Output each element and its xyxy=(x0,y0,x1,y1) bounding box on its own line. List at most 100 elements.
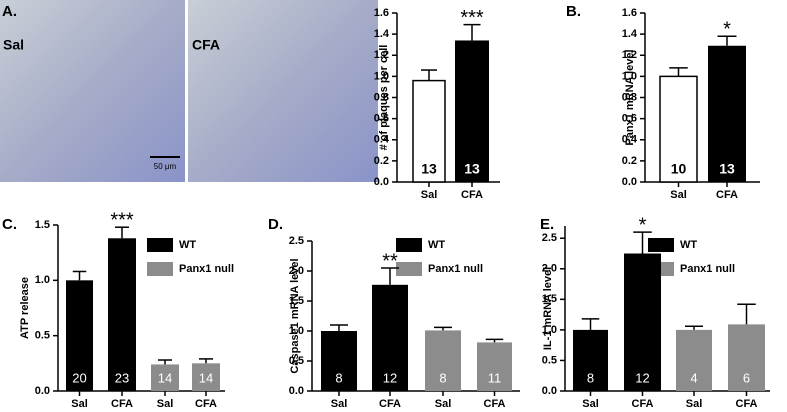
y-tick-label: 0.2 xyxy=(622,155,637,167)
n-label: 12 xyxy=(635,370,649,385)
bar xyxy=(676,329,712,391)
significance: *** xyxy=(460,7,484,29)
y-tick-label: 1.5 xyxy=(35,219,50,231)
n-label: 13 xyxy=(464,161,480,177)
y-axis-label: Caspase1 mRNA level xyxy=(289,258,301,373)
bar xyxy=(412,79,446,183)
bar xyxy=(192,363,220,391)
n-label: 23 xyxy=(115,370,129,385)
n-label: 10 xyxy=(671,161,687,177)
x-tick-label: Sal xyxy=(582,398,599,410)
x-tick-label: Sal xyxy=(686,398,703,410)
x-tick-label: CFA xyxy=(195,398,217,410)
x-tick-label: Sal xyxy=(157,398,174,410)
bar xyxy=(477,342,512,391)
y-tick-label: 2.0 xyxy=(289,265,304,277)
legend-label: WT xyxy=(179,239,196,251)
bar xyxy=(708,45,746,183)
y-tick-label: 1.4 xyxy=(374,28,390,40)
y-tick-label: 1.2 xyxy=(622,49,637,61)
legend-label: Panx1 null xyxy=(680,263,735,275)
n-label: 8 xyxy=(335,370,342,385)
x-tick-label: CFA xyxy=(716,189,738,201)
y-tick-label: 0.4 xyxy=(374,134,390,146)
bar xyxy=(425,330,461,391)
legend-swatch xyxy=(648,238,674,252)
significance: * xyxy=(723,19,731,41)
micrograph xyxy=(188,0,378,182)
y-tick-label: 2.5 xyxy=(542,232,557,244)
y-tick-label: 0.0 xyxy=(622,176,637,188)
x-tick-label: Sal xyxy=(421,189,438,201)
y-tick-label: 1.0 xyxy=(289,325,304,337)
y-tick-label: 0.0 xyxy=(35,385,50,397)
legend-label: WT xyxy=(428,239,445,251)
legend-label: Panx1 null xyxy=(179,263,234,275)
y-tick-label: 1.0 xyxy=(35,274,50,286)
significance: *** xyxy=(110,209,134,231)
y-tick-label: 0.6 xyxy=(374,113,389,125)
legend-label: Panx1 null xyxy=(428,263,483,275)
x-tick-label: CFA xyxy=(379,398,401,410)
y-tick-label: 1.6 xyxy=(622,7,637,19)
x-tick-label: CFA xyxy=(632,398,654,410)
n-label: 14 xyxy=(158,370,172,385)
y-tick-label: 1.2 xyxy=(374,49,389,61)
significance: * xyxy=(639,214,647,236)
y-tick-label: 0.4 xyxy=(622,134,638,146)
panel-label: D. xyxy=(268,216,283,233)
bar xyxy=(108,238,136,391)
y-tick-label: 1.0 xyxy=(542,324,557,336)
legend-swatch xyxy=(396,262,422,276)
micrograph-label: CFA xyxy=(192,37,220,53)
n-label: 20 xyxy=(72,370,86,385)
y-tick-label: 0.2 xyxy=(374,155,389,167)
x-tick-label: Sal xyxy=(670,189,687,201)
legend-swatch xyxy=(396,238,422,252)
significance: ** xyxy=(382,250,398,272)
y-axis-label: IL-1 mRNA level xyxy=(542,267,554,350)
bar xyxy=(66,280,93,391)
y-tick-label: 1.0 xyxy=(622,70,637,82)
bar xyxy=(573,329,608,391)
x-tick-label: CFA xyxy=(111,398,133,410)
n-label: 4 xyxy=(690,370,697,385)
bar xyxy=(151,364,179,391)
y-axis-label: ATP release xyxy=(19,277,31,339)
y-axis-label: # of plaques per cell xyxy=(378,45,390,151)
x-tick-label: Sal xyxy=(71,398,88,410)
panel-label: C. xyxy=(2,216,17,233)
legend-label: WT xyxy=(680,239,697,251)
y-tick-label: 0.0 xyxy=(289,385,304,397)
x-tick-label: Sal xyxy=(331,398,348,410)
n-label: 11 xyxy=(488,370,502,385)
x-tick-label: CFA xyxy=(461,189,483,201)
legend-swatch xyxy=(147,262,173,276)
n-label: 14 xyxy=(199,370,213,385)
bar xyxy=(728,324,765,391)
y-tick-label: 2.0 xyxy=(542,263,557,275)
n-label: 13 xyxy=(719,161,735,177)
x-tick-label: CFA xyxy=(484,398,506,410)
panel-label: E. xyxy=(540,216,554,233)
y-tick-label: 1.5 xyxy=(542,293,557,305)
y-tick-label: 0.5 xyxy=(542,354,557,366)
y-tick-label: 0.8 xyxy=(374,91,389,103)
bar xyxy=(624,253,661,391)
y-tick-label: 1.5 xyxy=(289,295,304,307)
y-axis-label: Panx1 mRNA level xyxy=(624,49,636,145)
micrograph xyxy=(0,0,185,182)
n-label: 8 xyxy=(587,370,594,385)
n-label: 6 xyxy=(743,370,750,385)
y-tick-label: 0.8 xyxy=(622,91,637,103)
micrograph-label: Sal xyxy=(3,37,24,53)
n-label: 13 xyxy=(421,161,437,177)
y-tick-label: 0.5 xyxy=(35,330,50,342)
panel-label: A. xyxy=(2,3,17,20)
y-tick-label: 1.0 xyxy=(374,70,389,82)
n-label: 12 xyxy=(383,370,397,385)
y-tick-label: 0.5 xyxy=(289,355,304,367)
y-tick-label: 0.0 xyxy=(374,176,389,188)
panel-label: B. xyxy=(566,3,581,20)
